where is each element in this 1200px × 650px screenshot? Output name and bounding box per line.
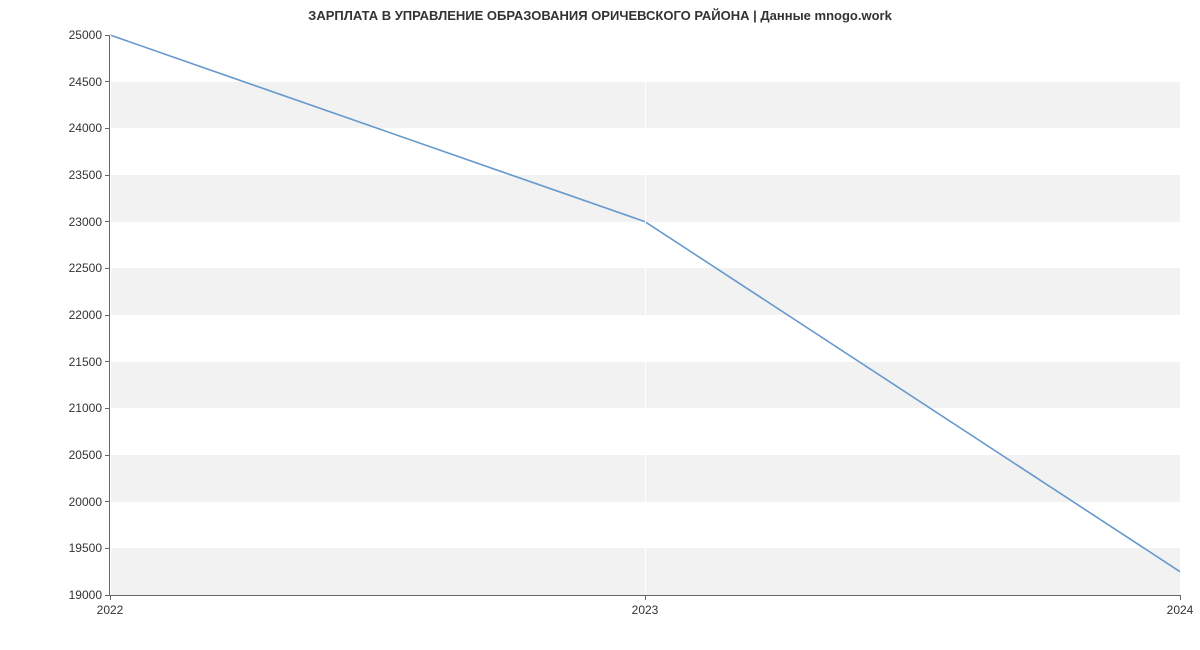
plot-area: 1900019500200002050021000215002200022500… <box>110 35 1180 595</box>
y-tick-label: 20000 <box>69 495 110 509</box>
y-tick-label: 21000 <box>69 401 110 415</box>
salary-line-chart: ЗАРПЛАТА В УПРАВЛЕНИЕ ОБРАЗОВАНИЯ ОРИЧЕВ… <box>0 0 1200 650</box>
x-tick-label: 2024 <box>1167 595 1194 617</box>
y-tick-label: 24000 <box>69 121 110 135</box>
x-tick-label: 2023 <box>632 595 659 617</box>
x-grid-line <box>110 35 111 595</box>
y-tick-label: 19500 <box>69 541 110 555</box>
y-tick-label: 22000 <box>69 308 110 322</box>
y-tick-label: 23500 <box>69 168 110 182</box>
x-tick-label: 2022 <box>97 595 124 617</box>
y-tick-label: 21500 <box>69 355 110 369</box>
x-grid-line <box>645 35 646 595</box>
chart-title: ЗАРПЛАТА В УПРАВЛЕНИЕ ОБРАЗОВАНИЯ ОРИЧЕВ… <box>0 8 1200 23</box>
y-tick-label: 23000 <box>69 215 110 229</box>
x-grid-line <box>1180 35 1181 595</box>
y-tick-label: 22500 <box>69 261 110 275</box>
y-tick-label: 24500 <box>69 75 110 89</box>
y-tick-label: 25000 <box>69 28 110 42</box>
y-tick-label: 20500 <box>69 448 110 462</box>
